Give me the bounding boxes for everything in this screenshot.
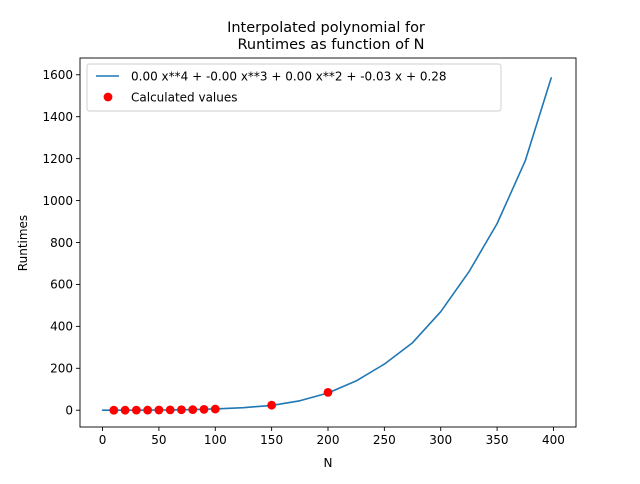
x-tick-label-2: 100 (204, 433, 227, 447)
legend-entry-0: 0.00 x**4 + -0.00 x**3 + 0.00 x**2 + -0.… (131, 69, 447, 83)
y-axis-label: Runtimes (16, 215, 30, 271)
x-tick-label-0: 0 (99, 433, 107, 447)
x-tick-label-6: 300 (429, 433, 452, 447)
chart-title-line-1: Interpolated polynomial for (227, 20, 425, 36)
data-point-4 (154, 405, 164, 415)
series-line-0 (101, 77, 553, 411)
x-tick-label-1: 50 (151, 433, 166, 447)
plot-layer: 0 50 100 150 200 250 300 350 400 0 200 400 600 800 100… (42, 57, 577, 447)
data-point-6 (177, 405, 186, 415)
data-point-0 (109, 405, 119, 415)
x-tick-label-8: 400 (542, 433, 565, 447)
y-tick-label-4: 800 (50, 236, 73, 250)
data-point-5 (165, 405, 175, 415)
x-tick-label-3: 150 (260, 433, 283, 447)
legend-entry-1: Calculated values (131, 90, 238, 104)
data-point-1 (120, 405, 130, 415)
legend-box (86, 63, 502, 112)
data-point-9 (210, 404, 220, 414)
y-tick-label-8: 1600 (42, 68, 73, 82)
data-point-10 (267, 400, 277, 410)
legend-point-marker (103, 92, 113, 102)
data-point-3 (143, 405, 153, 415)
data-point-2 (131, 405, 141, 415)
y-tick-label-5: 1000 (42, 194, 73, 208)
y-tick-label-3: 600 (50, 278, 73, 292)
plot-frame (79, 57, 577, 428)
x-tick-label-5: 250 (373, 433, 396, 447)
y-tick-label-6: 1200 (42, 152, 73, 166)
data-point-11 (323, 388, 333, 397)
y-tick-label-1: 200 (50, 362, 73, 376)
y-tick-label-2: 400 (50, 320, 73, 334)
y-tick-label-0: 0 (65, 404, 73, 418)
data-point-8 (199, 404, 209, 414)
data-point-7 (188, 405, 198, 414)
x-axis-label: N (324, 456, 333, 470)
y-tick-label-7: 1400 (42, 110, 73, 124)
x-tick-label-7: 350 (486, 433, 509, 447)
chart-title-line-2: Runtimes as function of N (237, 37, 424, 53)
x-tick-label-4: 200 (317, 433, 340, 447)
